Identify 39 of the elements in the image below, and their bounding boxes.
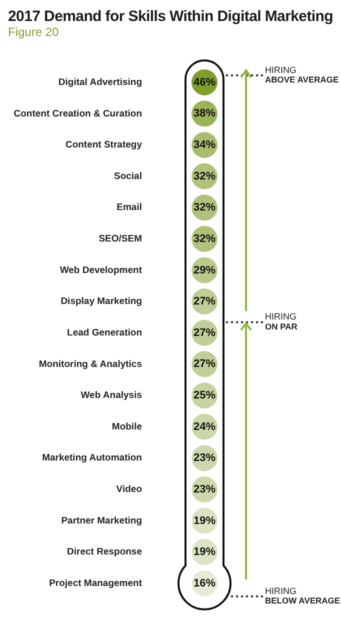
text: 2017 Demand for Skills Within Digital Marketing [8, 8, 334, 25]
category-label: Digital Advertising [58, 76, 142, 88]
category-label: Social [114, 170, 142, 182]
data-label: 27% [193, 296, 216, 308]
text: HIRING ON PAR [265, 312, 298, 332]
data-label: 27% [193, 326, 216, 339]
text: HIRING BELOW AVERAGE [265, 586, 340, 606]
category-label: Web Development [60, 264, 143, 276]
category-label: Web Analysis [80, 390, 142, 402]
data-label: 27% [193, 358, 216, 370]
data-label: 32% [193, 170, 216, 182]
category-label: SEO/SEM [98, 234, 142, 245]
data-label: 32% [193, 202, 216, 214]
category-label: Partner Marketing [61, 515, 142, 526]
data-label: 19% [193, 546, 216, 558]
data-label: 25% [193, 390, 216, 402]
data-label: 34% [193, 139, 216, 152]
category-label: Video [116, 484, 142, 496]
category-label: Project Management [49, 578, 143, 589]
data-label: 19% [193, 514, 216, 527]
data-label: 32% [193, 232, 216, 245]
category-label: Mobile [112, 421, 142, 432]
category-label: Email [116, 202, 142, 214]
data-label: 38% [193, 108, 216, 120]
data-label: 23% [193, 483, 216, 496]
data-label: 24% [193, 420, 216, 433]
category-label: Content Strategy [65, 140, 143, 151]
data-label: 29% [193, 264, 216, 276]
category-label: Direct Response [67, 546, 142, 558]
data-label: 23% [193, 452, 216, 464]
category-label: Marketing Automation [42, 452, 142, 464]
category-label: Content Creation & Curation [14, 108, 142, 120]
category-label: Lead Generation [67, 327, 142, 338]
category-label: Monitoring & Analytics [38, 358, 142, 370]
text: Figure 20 [8, 25, 60, 39]
text: HIRING ABOVE AVERAGE [265, 64, 340, 85]
data-label: 16% [193, 577, 216, 590]
data-label: 46% [193, 76, 216, 88]
category-label: Display Marketing [60, 296, 142, 308]
